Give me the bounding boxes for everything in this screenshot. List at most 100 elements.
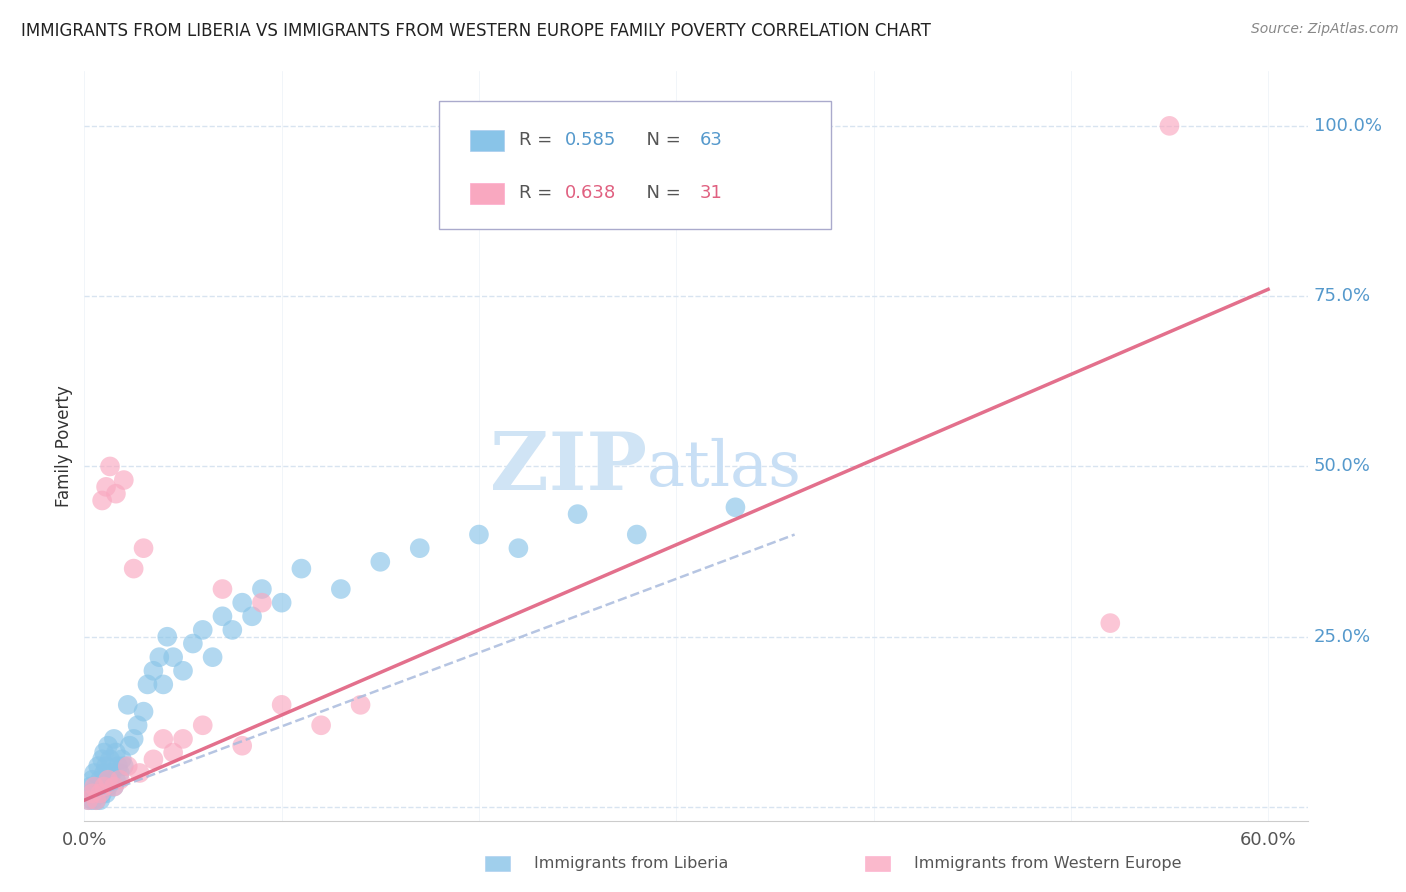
Point bbox=[132, 705, 155, 719]
Point bbox=[118, 739, 141, 753]
Text: N =: N = bbox=[636, 131, 686, 149]
Point bbox=[142, 752, 165, 766]
Point bbox=[290, 561, 312, 575]
Point bbox=[91, 786, 114, 800]
Point bbox=[98, 752, 121, 766]
Text: Immigrants from Liberia: Immigrants from Liberia bbox=[534, 856, 728, 871]
Point bbox=[132, 541, 155, 556]
Point bbox=[83, 786, 105, 800]
Point bbox=[82, 786, 104, 800]
FancyBboxPatch shape bbox=[439, 102, 831, 228]
Text: Immigrants from Western Europe: Immigrants from Western Europe bbox=[914, 856, 1181, 871]
Point bbox=[89, 793, 111, 807]
Point bbox=[83, 766, 105, 780]
Point bbox=[240, 609, 263, 624]
Point bbox=[211, 582, 233, 596]
Point bbox=[231, 739, 253, 753]
Point bbox=[136, 677, 159, 691]
Point bbox=[84, 780, 107, 794]
Point bbox=[104, 746, 127, 760]
Point bbox=[103, 731, 125, 746]
Point bbox=[84, 793, 107, 807]
Point bbox=[97, 780, 120, 794]
Text: N =: N = bbox=[636, 184, 686, 202]
Point bbox=[468, 527, 491, 541]
Text: 0.585: 0.585 bbox=[565, 131, 616, 149]
Point bbox=[172, 731, 194, 746]
Point bbox=[567, 507, 589, 521]
Point bbox=[93, 780, 115, 794]
Point bbox=[162, 746, 184, 760]
Text: R =: R = bbox=[519, 184, 558, 202]
Point bbox=[98, 772, 121, 787]
Point bbox=[91, 752, 114, 766]
Text: 100.0%: 100.0% bbox=[1313, 117, 1382, 135]
Point bbox=[181, 636, 204, 650]
Point bbox=[93, 766, 115, 780]
Point bbox=[112, 473, 135, 487]
Point bbox=[122, 731, 145, 746]
Point bbox=[368, 555, 391, 569]
Point bbox=[201, 650, 224, 665]
Point bbox=[117, 698, 139, 712]
Point bbox=[103, 780, 125, 794]
Text: 0.638: 0.638 bbox=[565, 184, 616, 202]
Point bbox=[231, 596, 253, 610]
Point bbox=[152, 677, 174, 691]
Y-axis label: Family Poverty: Family Poverty bbox=[55, 385, 73, 507]
Point bbox=[87, 786, 110, 800]
Point bbox=[84, 793, 107, 807]
Point bbox=[87, 759, 110, 773]
Point bbox=[77, 793, 100, 807]
Point bbox=[122, 561, 145, 575]
Text: 63: 63 bbox=[700, 131, 723, 149]
Point bbox=[156, 630, 179, 644]
Point bbox=[94, 786, 117, 800]
Point bbox=[104, 486, 127, 500]
Point bbox=[93, 780, 115, 794]
Point bbox=[250, 596, 273, 610]
Text: 75.0%: 75.0% bbox=[1313, 287, 1371, 305]
Point bbox=[409, 541, 432, 556]
Point bbox=[172, 664, 194, 678]
Point bbox=[250, 582, 273, 596]
Point bbox=[127, 718, 149, 732]
Bar bbox=[470, 130, 503, 151]
Point bbox=[82, 793, 104, 807]
Point bbox=[142, 664, 165, 678]
Point bbox=[94, 759, 117, 773]
Point bbox=[83, 780, 105, 794]
Point bbox=[94, 480, 117, 494]
Point bbox=[508, 541, 530, 556]
Point bbox=[191, 718, 214, 732]
Point bbox=[93, 746, 115, 760]
Text: R =: R = bbox=[519, 131, 558, 149]
Point bbox=[108, 766, 131, 780]
Point bbox=[79, 786, 101, 800]
Text: atlas: atlas bbox=[647, 438, 801, 499]
Point bbox=[104, 772, 127, 787]
Point bbox=[724, 500, 747, 515]
Point bbox=[309, 718, 332, 732]
Point bbox=[270, 596, 292, 610]
Text: 25.0%: 25.0% bbox=[1313, 628, 1371, 646]
Point bbox=[97, 772, 120, 787]
Point bbox=[1099, 616, 1122, 631]
Point bbox=[112, 759, 135, 773]
Text: ZIP: ZIP bbox=[491, 429, 647, 508]
Text: 50.0%: 50.0% bbox=[1313, 458, 1371, 475]
Point bbox=[128, 766, 150, 780]
Point bbox=[101, 766, 124, 780]
Point bbox=[626, 527, 648, 541]
Point bbox=[211, 609, 233, 624]
Point bbox=[108, 772, 131, 787]
Point bbox=[221, 623, 243, 637]
Point bbox=[117, 759, 139, 773]
Point bbox=[98, 459, 121, 474]
Point bbox=[103, 780, 125, 794]
Point bbox=[111, 752, 134, 766]
Point bbox=[77, 793, 100, 807]
Point bbox=[349, 698, 371, 712]
Point bbox=[89, 772, 111, 787]
Point bbox=[270, 698, 292, 712]
